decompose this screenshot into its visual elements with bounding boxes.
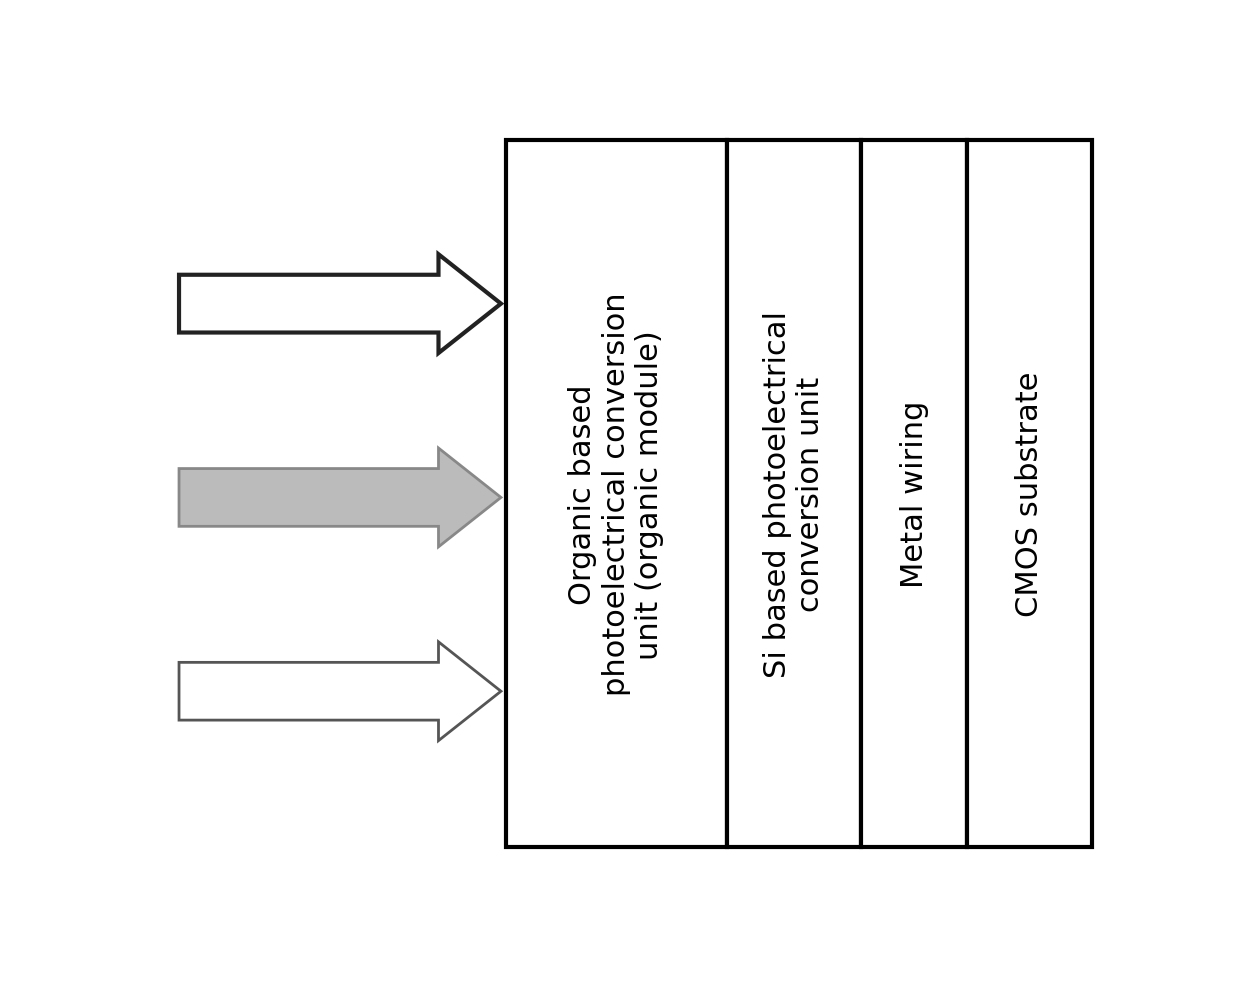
Text: CMOS substrate: CMOS substrate	[1016, 372, 1044, 617]
Bar	[967, 141, 1092, 847]
Bar	[862, 141, 967, 847]
Polygon shape	[179, 642, 501, 740]
Text: Si based photoelectrical
conversion unit: Si based photoelectrical conversion unit	[763, 311, 826, 677]
Text: Organic based
photoelectrical conversion
unit (organic module): Organic based photoelectrical conversion…	[568, 293, 665, 696]
Polygon shape	[179, 449, 501, 547]
Bar	[506, 141, 727, 847]
Bar	[727, 141, 862, 847]
Text: Metal wiring: Metal wiring	[900, 400, 929, 588]
Polygon shape	[179, 255, 501, 354]
